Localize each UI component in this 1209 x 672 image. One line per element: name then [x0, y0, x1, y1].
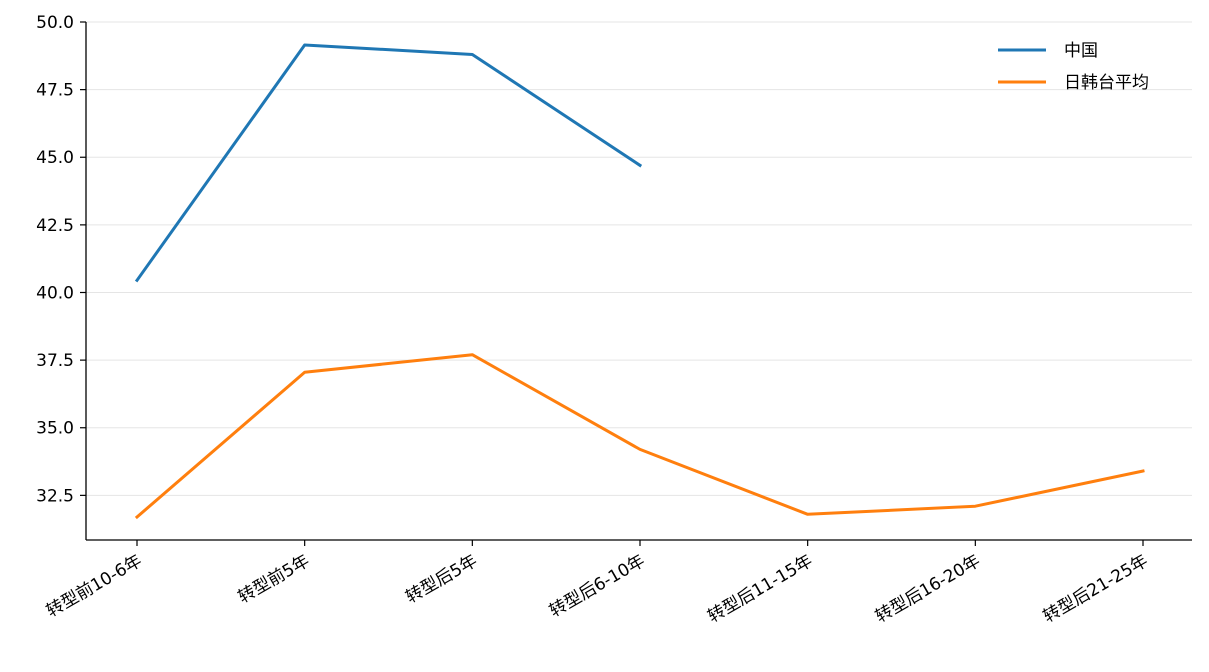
- x-tick-label: 转型后11-15年: [704, 551, 816, 627]
- y-tick-label: 37.5: [36, 351, 74, 371]
- x-tick-label: 转型后5年: [403, 551, 481, 608]
- y-tick-label: 42.5: [36, 216, 74, 236]
- grid-lines: [86, 21, 1192, 496]
- series-line-1: [134, 353, 1145, 520]
- x-ticks: 转型前10-6年 转型前5年 转型后5年 转型后6-10年 转型后11-15年 转型后16…: [43, 540, 1152, 627]
- y-tick-label: 50.0: [36, 13, 74, 33]
- x-tick-label: 转型后6-10年: [546, 551, 648, 622]
- y-tick-label: 45.0: [36, 148, 74, 168]
- y-tick-label: 32.5: [36, 486, 74, 506]
- x-tick-label: 转型后16-20年: [872, 551, 984, 627]
- y-tick-label: 47.5: [36, 81, 74, 101]
- series-lines: [134, 43, 1145, 520]
- x-tick-label: 转型前10-6年: [43, 551, 145, 622]
- y-tick-label: 40.0: [36, 283, 74, 303]
- y-ticks: 32.5 35.0 37.5 40.0 42.5 45.0 47.5 50.0: [36, 13, 86, 506]
- y-tick-label: 35.0: [36, 419, 74, 439]
- axes: [85, 22, 1192, 541]
- legend-label: 日韩台平均: [1064, 73, 1149, 93]
- x-tick-label: 转型后21-25年: [1040, 551, 1152, 627]
- x-tick-label: 转型前5年: [235, 551, 313, 608]
- series-line-0: [134, 43, 643, 283]
- legend-label: 中国: [1064, 41, 1098, 61]
